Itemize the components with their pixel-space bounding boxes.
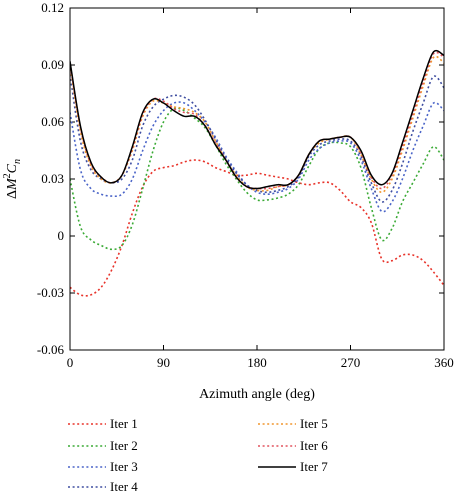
series-line-iter-5 — [70, 55, 444, 194]
y-tick-label: 0 — [58, 228, 65, 243]
series-line-iter-6 — [70, 51, 444, 190]
series-line-iter-7 — [70, 49, 444, 190]
legend: Iter 1 Iter 2 Iter 3 Iter 4 Iter 5 Iter 6 Iter… — [68, 416, 328, 494]
x-tick-label: 270 — [341, 355, 361, 370]
legend-label-iter-7: Iter 7 — [300, 459, 328, 474]
x-tick-label: 360 — [434, 355, 454, 370]
legend-label-iter-1: Iter 1 — [110, 416, 138, 431]
y-tick-label: -0.03 — [37, 285, 64, 300]
plot-frame — [69, 7, 445, 351]
legend-label-iter-5: Iter 5 — [300, 416, 328, 431]
series-line-iter-4 — [70, 74, 444, 203]
y-tick-label: 0.09 — [41, 57, 64, 72]
y-tick-label: 0.03 — [41, 171, 64, 186]
x-axis-title: Azimuth angle (deg) — [199, 387, 315, 402]
series-line-iter-2 — [70, 107, 444, 251]
y-tick-label: -0.06 — [37, 342, 65, 357]
y-tick-label: 0.06 — [41, 114, 64, 129]
series-line-iter-3 — [70, 101, 444, 213]
legend-label-iter-4: Iter 4 — [110, 479, 138, 494]
legend-label-iter-3: Iter 3 — [110, 459, 138, 474]
x-tick-label: 0 — [67, 355, 74, 370]
y-axis-title: ΔM2Cn — [2, 159, 23, 199]
x-tick-label: 90 — [157, 355, 170, 370]
legend-label-iter-2: Iter 2 — [110, 438, 138, 453]
legend-label-iter-6: Iter 6 — [300, 438, 328, 453]
x-tick-label: 180 — [247, 355, 267, 370]
y-tick-label: 0.12 — [41, 0, 64, 15]
series-line-iter-1 — [70, 159, 444, 297]
